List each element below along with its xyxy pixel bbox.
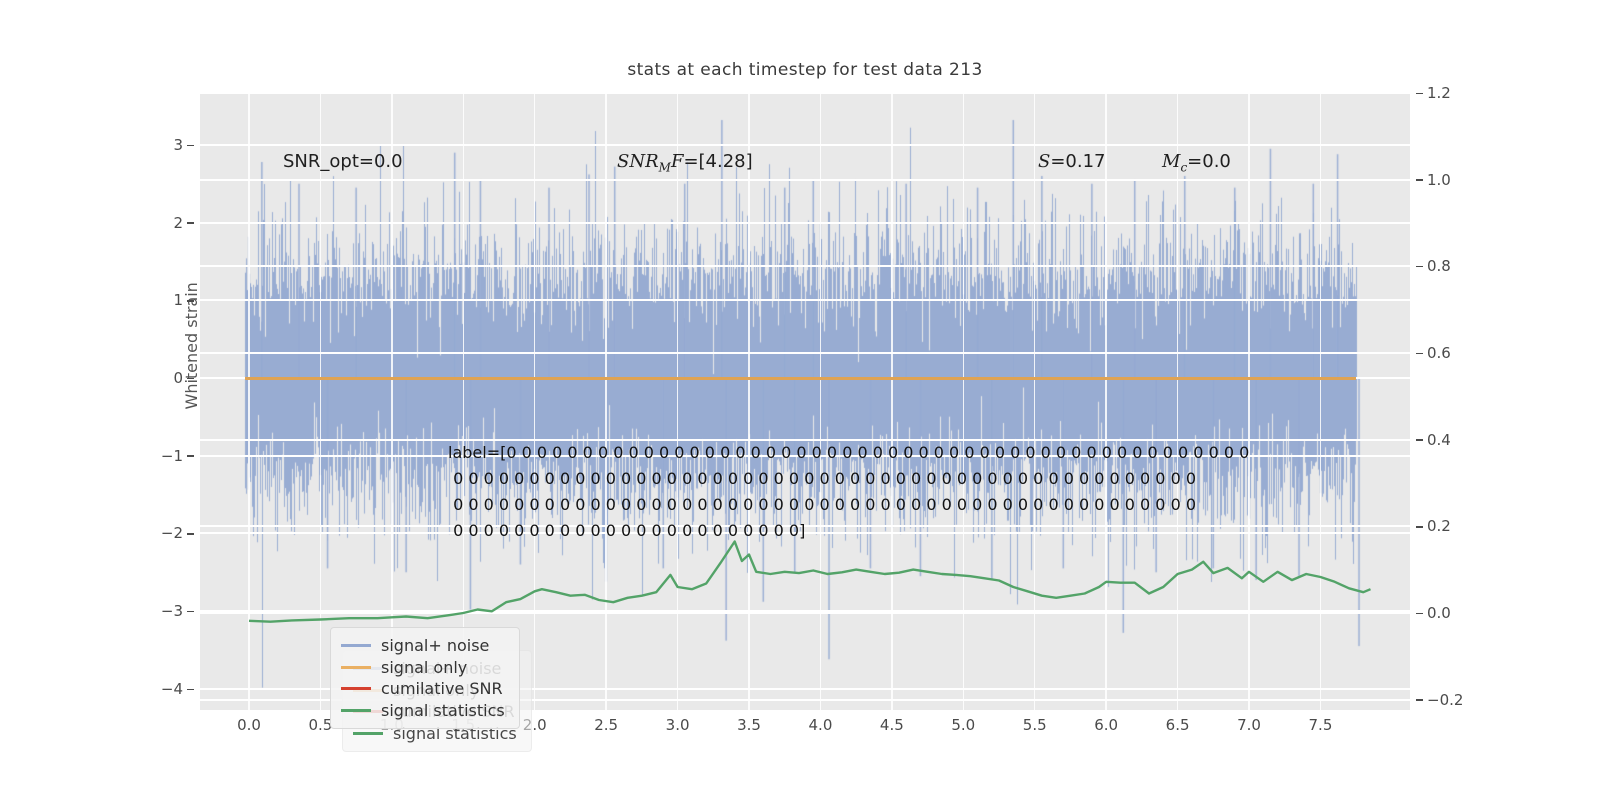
legend: signal+ noise signal only cumilative SNR si… xyxy=(330,627,520,729)
signal-statistics-line xyxy=(248,540,1371,623)
gridline-v xyxy=(819,93,822,710)
legend-label: signal statistics xyxy=(381,700,505,720)
y-left-tick-label: 1 xyxy=(173,291,198,309)
gridline-h xyxy=(200,178,1410,181)
x-tick-label: 7.0 xyxy=(1237,716,1261,734)
legend-swatch xyxy=(341,687,371,691)
legend-item: signal+ noise xyxy=(341,635,505,657)
gridline-v xyxy=(1176,93,1179,710)
gridline-h xyxy=(200,221,1410,224)
gridline-v xyxy=(1105,93,1107,710)
gridline-v xyxy=(1034,93,1036,710)
x-tick-label: 3.0 xyxy=(665,716,690,734)
gridline-h xyxy=(200,525,1410,528)
x-tick-label: 3.5 xyxy=(737,716,761,734)
annotation-label-array: label=[0 0 0 0 0 0 0 0 0 0 0 0 0 0 0 0 0… xyxy=(448,443,1250,540)
gridline-h xyxy=(200,265,1410,268)
y-right-tick-label: −0.2 xyxy=(1412,691,1463,709)
legend-swatch xyxy=(341,665,371,669)
gridline-v xyxy=(391,93,393,710)
annotation-snr-mf: SNRMF=[4.28] xyxy=(617,151,753,175)
gridline-h xyxy=(200,299,1410,302)
legend-label: cumilative SNR xyxy=(381,679,503,699)
gridline-h xyxy=(200,351,1410,354)
gridline-h xyxy=(200,687,1410,690)
y-left-tick-label: −3 xyxy=(161,602,198,620)
signal-plus-noise-trace xyxy=(200,93,1410,710)
y-left-tick-label: −4 xyxy=(161,680,198,698)
y-right-tick-label: 0.2 xyxy=(1412,517,1451,535)
legend-item: signal statistics xyxy=(341,700,505,722)
gridline-h xyxy=(200,438,1410,441)
gridline-v xyxy=(676,93,679,710)
legend-item: signal only xyxy=(341,657,505,679)
x-tick-label: 0.0 xyxy=(237,716,261,734)
gridline-v xyxy=(1248,93,1250,710)
x-tick-label: 5.0 xyxy=(951,716,976,734)
gridline-v xyxy=(962,93,964,710)
legend-item: cumilative SNR xyxy=(341,678,505,700)
legend-label: signal only xyxy=(381,657,468,677)
y-right-tick-label: 0.8 xyxy=(1412,257,1451,275)
annotation-mc: Mc=0.0 xyxy=(1162,151,1231,175)
y-right-tick-label: 0.6 xyxy=(1412,344,1451,362)
x-tick-label: 4.5 xyxy=(879,716,904,734)
legend-swatch xyxy=(341,644,371,648)
gridline-v xyxy=(748,93,750,710)
x-tick-label: 7.5 xyxy=(1308,716,1333,734)
gridline-h xyxy=(200,612,1410,614)
y-left-tick-label: 2 xyxy=(173,214,198,232)
gridline-h xyxy=(200,610,1410,613)
gridline-v xyxy=(319,93,322,710)
y-right-tick-label: 0.0 xyxy=(1412,604,1451,622)
y-right-tick-label: 0.4 xyxy=(1412,431,1451,449)
gridline-v xyxy=(248,93,250,710)
y-left-tick-label: −1 xyxy=(161,447,198,465)
y-right-tick-label: 1.0 xyxy=(1412,171,1451,189)
legend-swatch xyxy=(341,708,371,712)
annotation-s: S=0.17 xyxy=(1038,151,1106,172)
gridline-v xyxy=(605,93,607,710)
chart-title: stats at each timestep for test data 213 xyxy=(627,60,983,80)
gridline-h xyxy=(200,454,1410,457)
x-tick-label: 5.5 xyxy=(1022,716,1047,734)
gridline-v xyxy=(1319,93,1322,710)
gridline-h xyxy=(200,698,1410,701)
x-tick-label: 0.5 xyxy=(308,716,333,734)
x-tick-label: 2.5 xyxy=(594,716,619,734)
y-left-tick-label: 0 xyxy=(173,369,198,387)
gridline-h xyxy=(200,143,1410,146)
x-tick-label: 6.5 xyxy=(1165,716,1190,734)
gridline-v xyxy=(462,93,464,710)
x-tick-label: 6.0 xyxy=(1094,716,1119,734)
plot-area: SNR_opt=0.0 SNRMF=[4.28] S=0.17 Mc=0.0 l… xyxy=(200,91,1410,752)
gridline-v xyxy=(534,93,536,710)
x-tick-label: 4.0 xyxy=(808,716,833,734)
y-left-tick-label: −2 xyxy=(161,524,198,542)
gridline-h xyxy=(200,532,1410,535)
signal-only-line xyxy=(244,377,1357,380)
y-right-tick-label: 1.2 xyxy=(1412,84,1451,102)
y-left-tick-label: 3 xyxy=(173,136,198,154)
gridline-h xyxy=(200,91,1410,94)
gridline-v xyxy=(891,93,893,710)
annotation-snr-opt: SNR_opt=0.0 xyxy=(283,151,403,172)
legend-swatch xyxy=(353,731,383,735)
legend-label: signal+ noise xyxy=(381,636,490,656)
